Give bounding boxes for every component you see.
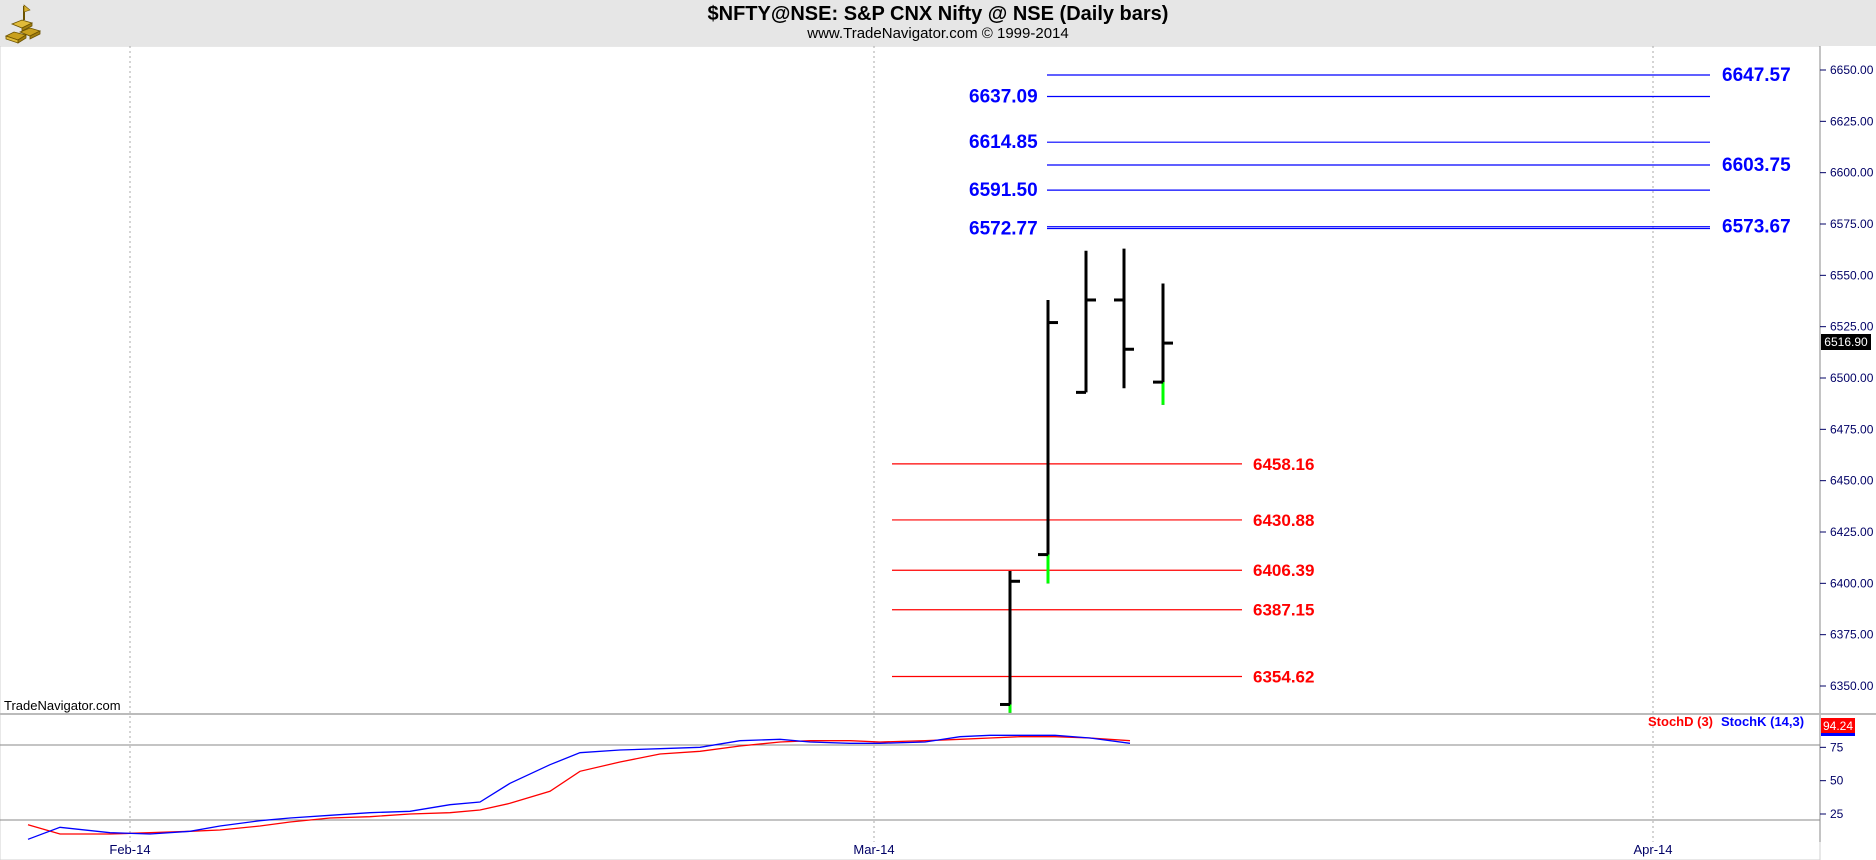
y-tick-label: 6525.00 bbox=[1830, 320, 1874, 334]
last-price-tag: 6516.90 bbox=[1824, 335, 1868, 349]
price-plot-area bbox=[0, 46, 1820, 714]
y-tick-label: 6400.00 bbox=[1830, 576, 1874, 590]
x-tick-label-apr: Apr-14 bbox=[1633, 842, 1672, 857]
chart-subtitle: www.TradeNavigator.com © 1999-2014 bbox=[807, 25, 1069, 42]
y-tick-label: 6600.00 bbox=[1830, 166, 1874, 180]
gold-bars-logo-icon bbox=[4, 4, 42, 44]
x-tick-label-feb: Feb-14 bbox=[109, 842, 150, 857]
stoch-k-line bbox=[27, 734, 1131, 840]
stoch-last-tag-underline bbox=[1821, 733, 1855, 736]
support-label: 6430.88 bbox=[1253, 511, 1314, 530]
chart-title: $NFTY@NSE: S&P CNX Nifty @ NSE (Daily ba… bbox=[707, 3, 1169, 25]
watermark: TradeNavigator.com bbox=[4, 698, 121, 713]
y-tick-label: 6500.00 bbox=[1830, 371, 1874, 385]
support-label: 6406.39 bbox=[1253, 561, 1314, 580]
y-tick-label: 6625.00 bbox=[1830, 114, 1874, 128]
y-tick-label: 6550.00 bbox=[1830, 268, 1874, 282]
y-tick-label: 6450.00 bbox=[1830, 474, 1874, 488]
last-price-tag-bg bbox=[1821, 334, 1871, 350]
y-tick-label: 6650.00 bbox=[1830, 63, 1874, 77]
y-tick-label: 6425.00 bbox=[1830, 525, 1874, 539]
resistance-label: 6603.75 bbox=[1722, 155, 1791, 176]
legend-stoch-k: StochK (14,3) bbox=[1721, 714, 1804, 729]
resistance-label: 6647.57 bbox=[1722, 65, 1791, 86]
x-tick-label-mar: Mar-14 bbox=[853, 842, 894, 857]
resistance-label: 6637.09 bbox=[969, 87, 1038, 108]
y-tick-label: 6475.00 bbox=[1830, 422, 1874, 436]
stoch-y-tick-label: 50 bbox=[1830, 774, 1844, 788]
chart-header: $NFTY@NSE: S&P CNX Nifty @ NSE (Daily ba… bbox=[0, 0, 1876, 46]
chart-area: 6647.57 6637.09 6614.85 6603.75 6591.50 6573.… bbox=[0, 46, 1876, 860]
stoch-y-tick-label: 75 bbox=[1830, 740, 1844, 754]
y-tick-label: 6575.00 bbox=[1830, 217, 1874, 231]
support-label: 6354.62 bbox=[1253, 668, 1314, 687]
support-label: 6387.15 bbox=[1253, 601, 1314, 620]
y-tick-label: 6375.00 bbox=[1830, 628, 1874, 642]
resistance-label: 6572.77 bbox=[969, 219, 1038, 240]
legend-stoch-d: StochD (3) bbox=[1648, 714, 1713, 729]
resistance-label: 6614.85 bbox=[969, 132, 1038, 153]
resistance-label: 6573.67 bbox=[1722, 217, 1791, 238]
stoch-last-tag-bg bbox=[1821, 718, 1855, 733]
y-tick-label: 6350.00 bbox=[1830, 679, 1874, 693]
stoch-last-tag: 94.24 bbox=[1823, 719, 1853, 733]
resistance-label: 6591.50 bbox=[969, 180, 1038, 201]
stoch-d-line bbox=[27, 736, 1131, 835]
stoch-y-tick-label: 25 bbox=[1830, 807, 1844, 821]
support-label: 6458.16 bbox=[1253, 455, 1314, 474]
